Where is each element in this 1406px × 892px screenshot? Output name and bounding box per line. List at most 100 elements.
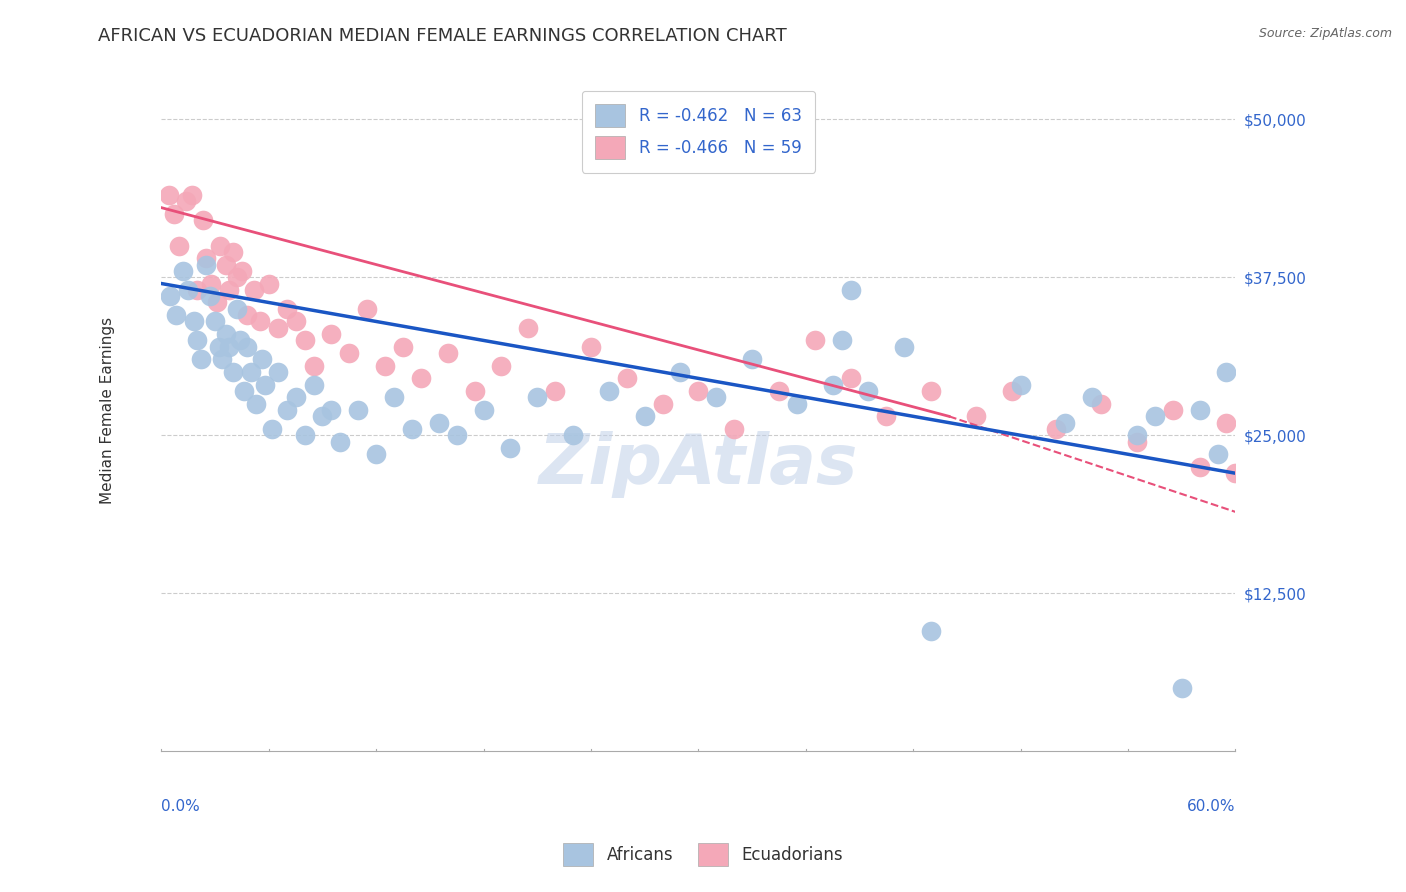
Point: [347, 403, 370, 417]
Point: [195, 251, 218, 265]
Point: [231, 264, 253, 278]
Point: [262, 422, 284, 436]
Point: [284, 314, 307, 328]
Point: [499, 441, 522, 455]
Point: [302, 359, 325, 373]
Text: 60.0%: 60.0%: [1187, 799, 1236, 814]
Point: [1054, 416, 1077, 430]
Point: [191, 213, 214, 227]
Point: [920, 384, 942, 398]
Point: [321, 403, 343, 417]
Point: [172, 264, 194, 278]
Point: [401, 422, 423, 436]
Point: [163, 207, 186, 221]
Point: [598, 384, 620, 398]
Point: [329, 434, 352, 449]
Point: [1010, 377, 1032, 392]
Point: [562, 428, 585, 442]
Point: [839, 371, 862, 385]
Point: [321, 327, 343, 342]
Point: [337, 346, 360, 360]
Point: [517, 320, 540, 334]
Point: [311, 409, 333, 424]
Point: [198, 289, 221, 303]
Text: Median Female Earnings: Median Female Earnings: [100, 317, 115, 504]
Point: [1260, 516, 1282, 531]
Point: [211, 352, 233, 367]
Point: [427, 416, 450, 430]
Point: [267, 365, 290, 379]
Point: [236, 308, 259, 322]
Legend: R = -0.462   N = 63, R = -0.466   N = 59: R = -0.462 N = 63, R = -0.466 N = 59: [582, 90, 815, 173]
Point: [651, 397, 673, 411]
Point: [222, 365, 245, 379]
Point: [165, 308, 187, 322]
Point: [1296, 567, 1319, 582]
Point: [183, 314, 205, 328]
Point: [215, 258, 238, 272]
Point: [356, 301, 378, 316]
Text: Source: ZipAtlas.com: Source: ZipAtlas.com: [1258, 27, 1392, 40]
Point: [190, 352, 212, 367]
Point: [207, 340, 229, 354]
Point: [276, 301, 298, 316]
Point: [245, 397, 267, 411]
Point: [205, 295, 228, 310]
Point: [225, 270, 247, 285]
Point: [254, 377, 277, 392]
Point: [236, 340, 259, 354]
Point: [768, 384, 790, 398]
Point: [180, 188, 202, 202]
Point: [446, 428, 468, 442]
Point: [1126, 428, 1149, 442]
Point: [875, 409, 897, 424]
Point: [374, 359, 396, 373]
Point: [167, 238, 190, 252]
Point: [1188, 459, 1211, 474]
Point: [472, 403, 495, 417]
Point: [250, 352, 273, 367]
Point: [1215, 365, 1237, 379]
Point: [688, 384, 710, 398]
Point: [1278, 542, 1301, 557]
Point: [839, 283, 862, 297]
Point: [1241, 491, 1264, 506]
Point: [1161, 403, 1184, 417]
Point: [294, 334, 316, 348]
Point: [267, 320, 290, 334]
Point: [392, 340, 415, 354]
Point: [229, 334, 252, 348]
Point: [294, 428, 316, 442]
Point: [232, 384, 254, 398]
Point: [803, 334, 825, 348]
Point: [1126, 434, 1149, 449]
Point: [920, 624, 942, 639]
Point: [200, 277, 222, 291]
Point: [209, 238, 232, 252]
Point: [257, 277, 280, 291]
Point: [704, 390, 727, 404]
Point: [284, 390, 307, 404]
Point: [1143, 409, 1166, 424]
Point: [1045, 422, 1067, 436]
Point: [1081, 390, 1104, 404]
Point: [186, 334, 208, 348]
Legend: Africans, Ecuadorians: Africans, Ecuadorians: [555, 835, 851, 875]
Point: [821, 377, 844, 392]
Point: [1215, 416, 1237, 430]
Point: [222, 244, 245, 259]
Point: [741, 352, 763, 367]
Point: [157, 188, 180, 202]
Point: [218, 283, 240, 297]
Point: [218, 340, 240, 354]
Point: [544, 384, 567, 398]
Point: [195, 258, 218, 272]
Point: [893, 340, 915, 354]
Point: [1170, 681, 1192, 696]
Point: [634, 409, 657, 424]
Point: [1206, 447, 1229, 461]
Point: [831, 334, 853, 348]
Point: [464, 384, 486, 398]
Point: [249, 314, 271, 328]
Point: [491, 359, 513, 373]
